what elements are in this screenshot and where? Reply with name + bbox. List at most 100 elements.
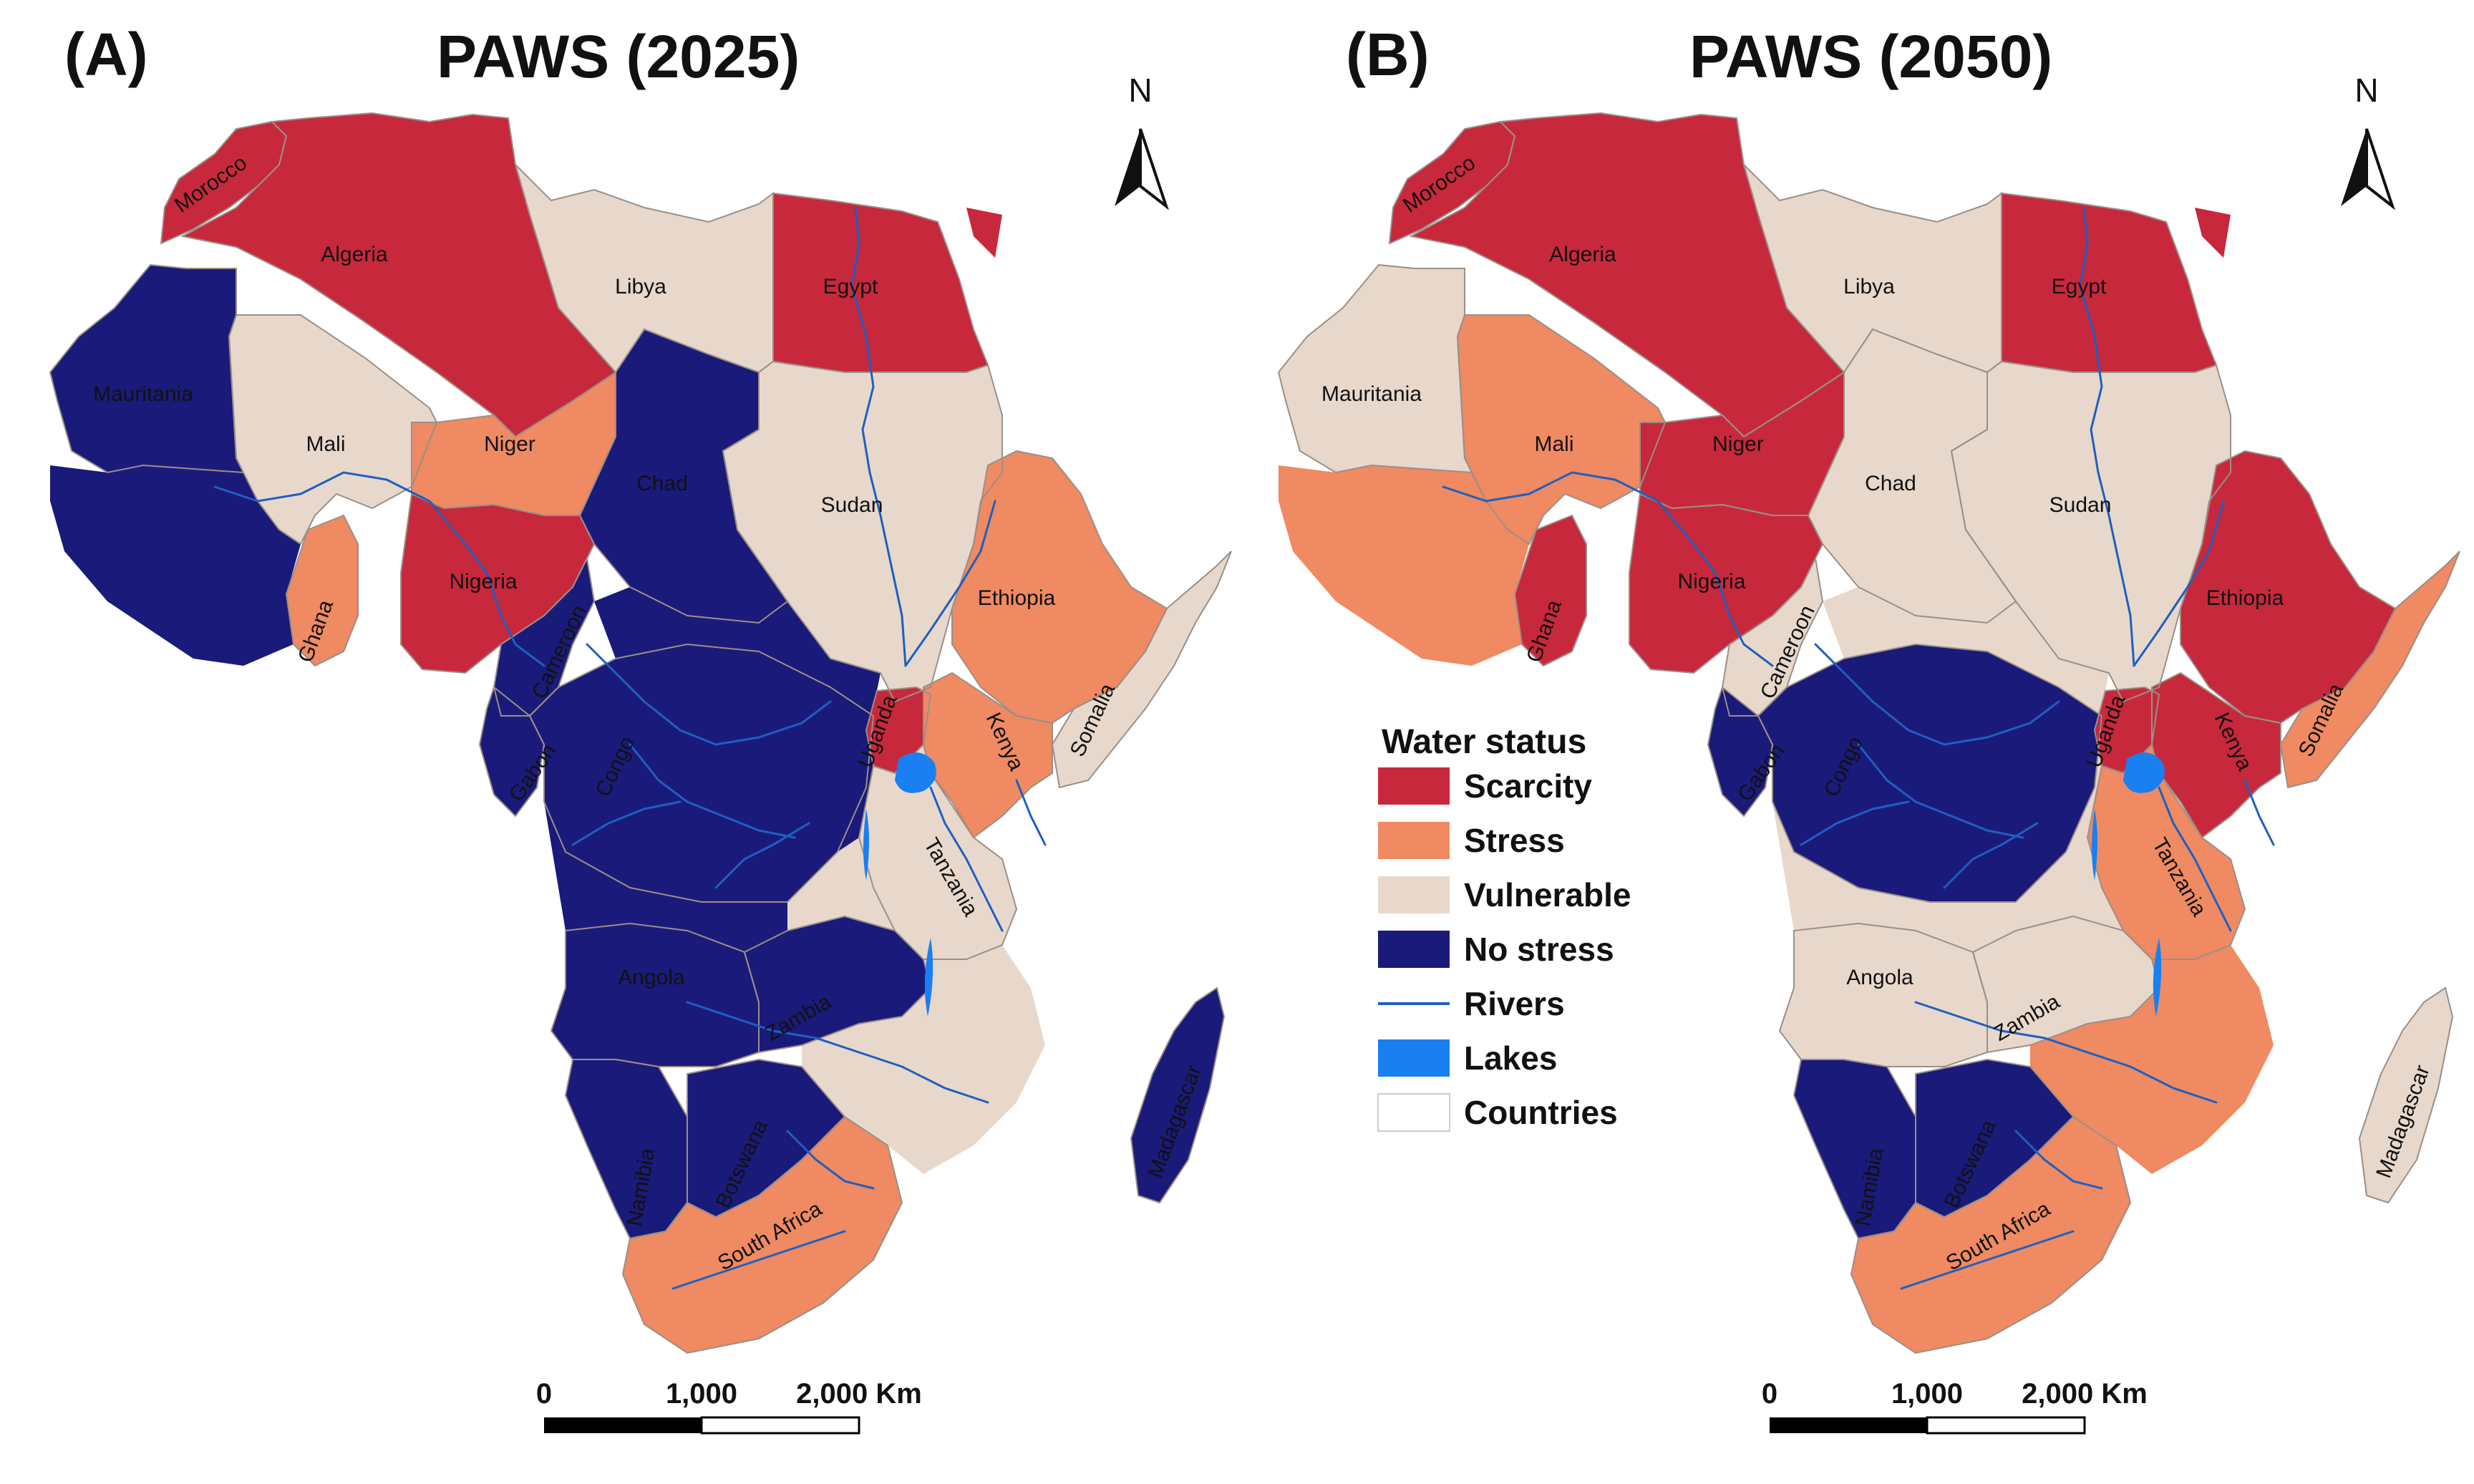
country-congo [530, 644, 873, 902]
country-label-chad: Chad [636, 472, 688, 495]
river-line [1900, 1230, 2075, 1290]
scale-label-1000: 1,000 [1891, 1378, 1963, 1410]
region-west-africa-coast [1279, 465, 1529, 666]
river-line [2079, 206, 2135, 667]
river-line [1442, 471, 1731, 617]
legend-label-countries: Countries [1464, 1094, 1618, 1131]
country-namibia [1794, 1059, 1916, 1238]
lake-shape [863, 809, 869, 881]
country-label-chad: Chad [1865, 472, 1916, 495]
country-south-africa [623, 1117, 902, 1353]
region-central-africa [594, 587, 881, 852]
border-line [1778, 922, 1988, 1067]
country-mauritania [50, 265, 243, 472]
country-mali [229, 315, 437, 544]
panel-b-letter: (B) [1346, 21, 1430, 88]
region-zimbabwe-region [802, 1017, 916, 1117]
country-zambia [744, 916, 931, 1052]
lake-shape [2153, 938, 2162, 1017]
country-madagascar [1131, 988, 1224, 1203]
border-line [858, 743, 1018, 960]
country-gabon [480, 687, 544, 816]
border-line [1757, 643, 2103, 903]
country-sudan [723, 362, 1002, 702]
legend-swatch-scarcity [1378, 767, 1450, 805]
country-cameroon [1722, 558, 1823, 716]
legend-label-stress: Stress [1464, 822, 1565, 859]
border-line [1277, 263, 1473, 474]
legend-label-no_stress: No stress [1464, 931, 1614, 968]
river-line [686, 1001, 989, 1104]
scale-label-2000: 2,000 Km [796, 1378, 922, 1410]
legend-label-rivers: Rivers [1464, 985, 1565, 1022]
country-egypt [773, 193, 988, 372]
country-libya [1744, 165, 2002, 372]
border-line [2279, 551, 2460, 789]
border-line [743, 915, 932, 1054]
panel-a-letter: (A) [64, 21, 148, 88]
border-line [528, 643, 875, 903]
border-line [1513, 514, 1587, 667]
legend-swatch-vulnerable [1378, 876, 1450, 913]
sinai-shape [966, 208, 1002, 258]
sinai-shape [2195, 208, 2231, 258]
country-tanzania [2087, 745, 2245, 959]
country-uganda [2095, 687, 2159, 773]
country-sudan [1951, 362, 2231, 702]
border-line [621, 1115, 903, 1354]
country-label-mauritania: Mauritania [93, 382, 193, 406]
panel-a-north-arrow: N [1115, 72, 1169, 210]
river-line [1015, 779, 1047, 846]
country-label-niger: Niger [1712, 432, 1764, 456]
country-cameroon [494, 558, 594, 716]
country-label-libya: Libya [615, 275, 666, 299]
country-angola [551, 923, 759, 1067]
country-label-algeria: Algeria [1549, 243, 1616, 266]
panel-b-north-arrow: N [2341, 72, 2395, 210]
river-line [629, 743, 796, 839]
country-somalia [1052, 551, 1231, 787]
country-namibia [566, 1059, 687, 1238]
border-line [2358, 986, 2454, 1204]
country-kenya [923, 673, 1052, 838]
river-line [213, 471, 503, 617]
country-label-mauritania: Mauritania [1321, 382, 1422, 406]
country-mauritania [1279, 265, 1472, 472]
north-label: N [1128, 72, 1152, 109]
country-label-algeria: Algeria [321, 243, 388, 266]
north-arrow-icon [2341, 129, 2367, 206]
panel-b-title: PAWS (2050) [1689, 23, 2052, 90]
country-morocco [1389, 122, 1515, 243]
legend-label-vulnerable: Vulnerable [1464, 876, 1631, 913]
country-south-africa [1851, 1117, 2130, 1353]
legend-label-scarcity: Scarcity [1464, 767, 1592, 805]
country-angola [1780, 923, 1987, 1067]
region-east-lake-region [2016, 838, 2123, 931]
country-label-sudan: Sudan [2049, 493, 2112, 517]
country-uganda [866, 687, 931, 773]
border-line [493, 556, 596, 717]
river-line [1800, 800, 1910, 846]
legend-swatch-no_stress [1378, 931, 1450, 968]
river-line [586, 643, 832, 746]
country-label-egypt: Egypt [823, 275, 878, 299]
country-niger [412, 372, 616, 515]
country-ghana [1515, 515, 1586, 666]
region-east-lake-region [787, 838, 895, 931]
river-line [500, 614, 545, 667]
country-label-ethiopia: Ethiopia [2206, 586, 2284, 610]
country-ethiopia [2180, 451, 2395, 723]
north-arrow-icon [1115, 129, 1140, 206]
river-line [1914, 1001, 2218, 1104]
country-somalia [2281, 551, 2460, 787]
river-line [904, 500, 996, 667]
river-line [1814, 643, 2060, 746]
lake-shape [924, 938, 933, 1017]
